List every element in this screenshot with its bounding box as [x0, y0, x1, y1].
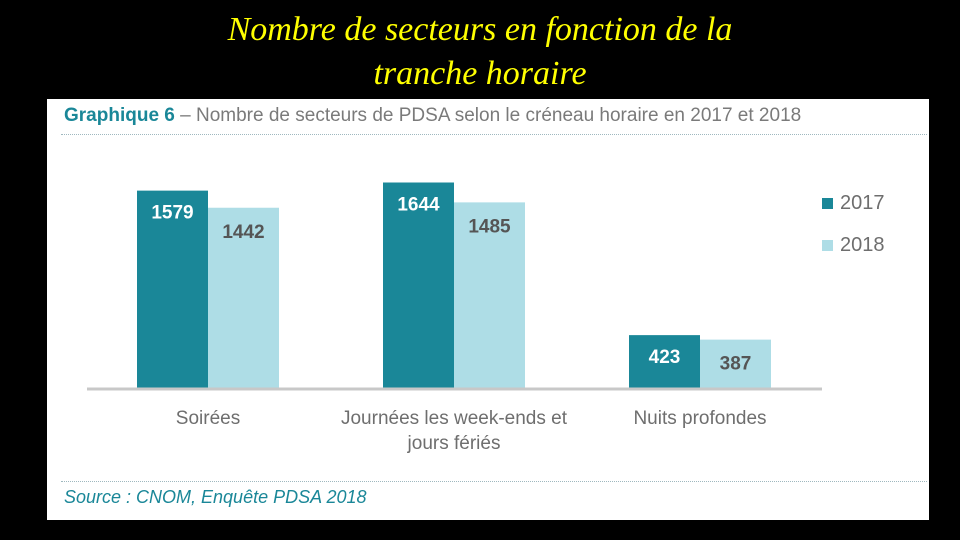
category-label-2: Nuits profondes [633, 408, 766, 429]
bar-2018-2 [700, 339, 771, 388]
data-label-2018-0: 1442 [222, 222, 264, 243]
legend-item-2018: 2018 [822, 224, 885, 266]
slide-title-line2: tranche horaire [373, 55, 587, 92]
footer-divider [61, 481, 927, 482]
legend-label-2017: 2017 [840, 191, 885, 214]
bar-chart: 1579 1442 Soirées 1644 1485 Journées les week… [87, 182, 822, 454]
bar-2017-0 [137, 190, 208, 388]
legend-swatch-2017 [822, 197, 833, 209]
category-label-0: Soirées [176, 408, 240, 429]
bar-2018-1 [454, 202, 525, 388]
legend-label-2018: 2018 [840, 233, 885, 256]
chart-source: Source : CNOM, Enquête PDSA 2018 [64, 487, 367, 507]
bar-2017-2 [629, 335, 700, 388]
slide-title-line1: Nombre de secteurs en fonction de la [227, 11, 733, 48]
bar-2017-1 [383, 182, 454, 388]
chart-title: Graphique 6 – Nombre de secteurs de PDSA… [64, 105, 801, 127]
legend-item-2017: 2017 [822, 182, 885, 224]
category-label-1-line2: jours fériés [407, 433, 501, 454]
data-label-2017-1: 1644 [397, 195, 440, 216]
category-label-1-line1: Journées les week-ends et [341, 408, 568, 429]
legend-swatch-2018 [822, 239, 833, 251]
chart-figure: Graphique 6 – Nombre de secteurs de PDSA… [47, 99, 929, 520]
chart-title-text: – Nombre de secteurs de PDSA selon le cr… [174, 105, 802, 126]
data-label-2018-2: 387 [720, 354, 752, 375]
bar-2018-0 [208, 207, 279, 388]
chart-legend: 2017 2018 [822, 182, 885, 266]
header-divider [61, 134, 927, 135]
chart-title-label: Graphique 6 [64, 105, 175, 126]
data-label-2017-0: 1579 [151, 203, 193, 224]
data-label-2017-2: 423 [649, 347, 681, 368]
slide-title: Nombre de secteurs en fonction de la tra… [0, 8, 960, 96]
data-label-2018-1: 1485 [468, 216, 511, 237]
